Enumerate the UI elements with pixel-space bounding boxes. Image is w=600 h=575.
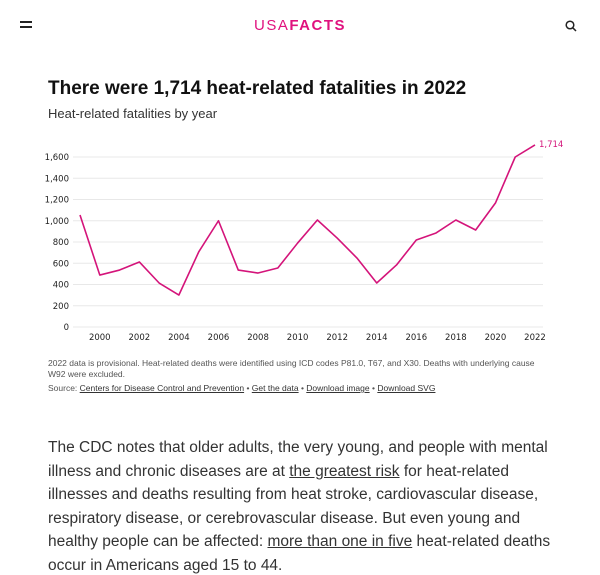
x-tick-label: 2010 xyxy=(287,333,309,343)
x-tick-label: 2008 xyxy=(247,333,269,343)
y-tick-label: 400 xyxy=(53,281,69,291)
sep: • xyxy=(369,383,378,393)
greatest-risk-link[interactable]: the greatest risk xyxy=(289,462,400,480)
logo-light: USA xyxy=(253,17,290,34)
get-data-link[interactable]: Get the data xyxy=(251,383,299,393)
logo-bold: FACTS xyxy=(289,17,346,34)
y-tick-label: 800 xyxy=(53,238,69,248)
chart-notes: 2022 data is provisional. Heat-related d… xyxy=(48,358,535,379)
cdc-link[interactable]: Centers for Disease Control and Preventi… xyxy=(79,383,245,393)
x-tick-label: 2014 xyxy=(366,333,388,343)
y-tick-label: 0 xyxy=(64,323,69,333)
usafacts-logo[interactable]: USAFACTS xyxy=(0,17,600,34)
x-tick-label: 2006 xyxy=(208,333,230,343)
sep: • xyxy=(298,383,307,393)
source-label: Source: xyxy=(48,383,78,393)
x-tick-label: 2012 xyxy=(326,333,348,343)
chart-title: There were 1,714 heat-related fatalities… xyxy=(48,78,467,99)
line-chart: 0 200 400 600 800 1,000 1,200 1,400 1,600 2000 200… xyxy=(45,140,564,343)
y-tick-label: 200 xyxy=(53,302,69,312)
sep: • xyxy=(244,383,252,393)
y-tick-label: 600 xyxy=(53,259,69,269)
x-tick-label: 2022 xyxy=(524,333,546,343)
chart-subtitle: Heat-related fatalities by year xyxy=(48,106,218,121)
x-tick-label: 2016 xyxy=(405,333,427,343)
text: heat-related deaths occur in Americans a… xyxy=(48,533,551,574)
x-tick-label: 2000 xyxy=(89,333,111,343)
series-line xyxy=(79,144,536,296)
x-tick-label: 2004 xyxy=(168,333,190,343)
hamburger-menu-icon[interactable] xyxy=(20,21,32,29)
x-tick-label: 2018 xyxy=(445,333,467,343)
x-tick-label: 2020 xyxy=(485,333,507,343)
download-image-link[interactable]: Download image xyxy=(306,383,370,393)
x-tick-label: 2002 xyxy=(129,333,151,343)
y-tick-label: 1,600 xyxy=(45,153,69,163)
chart-source: Source: Centers for Disease Control and … xyxy=(48,383,435,393)
body-paragraph: The CDC notes that older adults, the ver… xyxy=(48,436,568,575)
y-tick-label: 1,400 xyxy=(45,174,69,184)
y-tick-label: 1,200 xyxy=(45,196,69,206)
text: for heat-related illnesses and deaths re… xyxy=(48,462,539,551)
text: The CDC notes that older adults, the ver… xyxy=(48,439,548,480)
one-in-five-link[interactable]: more than one in five xyxy=(267,533,413,550)
y-tick-label: 1,000 xyxy=(45,217,69,227)
end-value-label: 1,714 xyxy=(539,140,563,150)
download-svg-link[interactable]: Download SVG xyxy=(377,383,436,393)
search-icon[interactable] xyxy=(565,20,577,32)
top-bar: USAFACTS xyxy=(0,0,600,55)
